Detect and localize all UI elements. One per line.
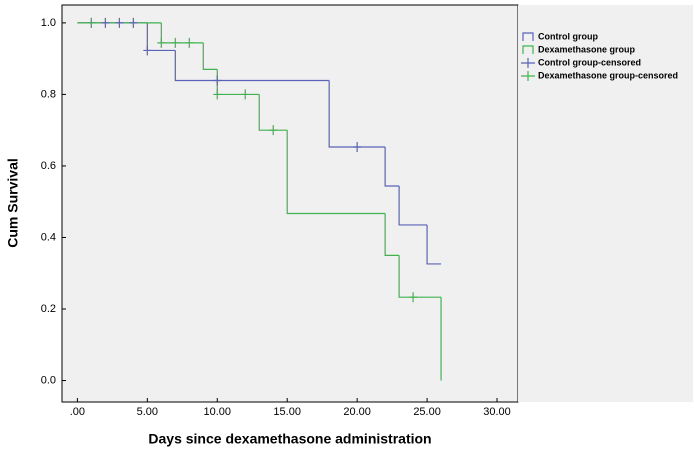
- x-tick-label: 25.00: [413, 406, 441, 418]
- survival-step: [398, 255, 442, 298]
- censored-mark: [171, 37, 180, 48]
- y-tick-label: 0.8: [41, 88, 56, 100]
- censored-mark: [353, 141, 362, 152]
- legend-label: Control group-censored: [538, 57, 641, 67]
- plot-area: [61, 4, 519, 403]
- x-tick-label: 30.00: [483, 406, 511, 418]
- survival-step: [384, 213, 400, 256]
- censored-mark: [87, 17, 96, 28]
- legend-label: Dexamethasone group-censored: [538, 70, 678, 80]
- censored-mark: [101, 17, 110, 28]
- censored-mark: [115, 17, 124, 28]
- y-tick-label: 0.0: [41, 374, 56, 386]
- y-axis-title: Cum Survival: [5, 158, 21, 247]
- survival-step: [174, 50, 330, 82]
- survival-step: [328, 80, 386, 148]
- survival-step: [286, 130, 386, 215]
- y-tick-label: 0.6: [41, 160, 56, 172]
- y-tick-label: 0.2: [41, 303, 56, 315]
- legend-swatch: [522, 32, 534, 41]
- y-tick-label: 1.0: [41, 17, 56, 29]
- censored-mark: [157, 37, 166, 48]
- legend-swatch: [521, 58, 535, 68]
- survival-step: [398, 185, 428, 226]
- censored-mark: [143, 45, 152, 56]
- x-tick-label: .00: [70, 406, 85, 418]
- x-tick-label: 15.00: [273, 406, 301, 418]
- x-tick-label: 10.00: [203, 406, 231, 418]
- censored-mark: [241, 89, 250, 100]
- censored-mark: [269, 125, 278, 136]
- y-tick-label: 0.4: [41, 231, 56, 243]
- legend-swatch: [522, 45, 534, 54]
- survival-step: [258, 94, 288, 131]
- censored-mark: [129, 17, 138, 28]
- censored-mark: [185, 37, 194, 48]
- survival-step: [426, 224, 442, 265]
- censored-mark: [213, 75, 222, 86]
- censored-mark: [213, 89, 222, 100]
- legend-label: Control group: [538, 31, 598, 41]
- censored-mark: [409, 292, 418, 303]
- x-tick-label: 20.00: [343, 406, 371, 418]
- x-axis-title: Days since dexamethasone administration: [148, 431, 431, 447]
- legend-swatch: [521, 71, 535, 81]
- legend-area: [518, 5, 693, 402]
- survival-step: [202, 42, 218, 70]
- x-tick-label: 5.00: [137, 406, 158, 418]
- survival-step: [384, 146, 400, 187]
- legend-label: Dexamethasone group: [538, 44, 636, 54]
